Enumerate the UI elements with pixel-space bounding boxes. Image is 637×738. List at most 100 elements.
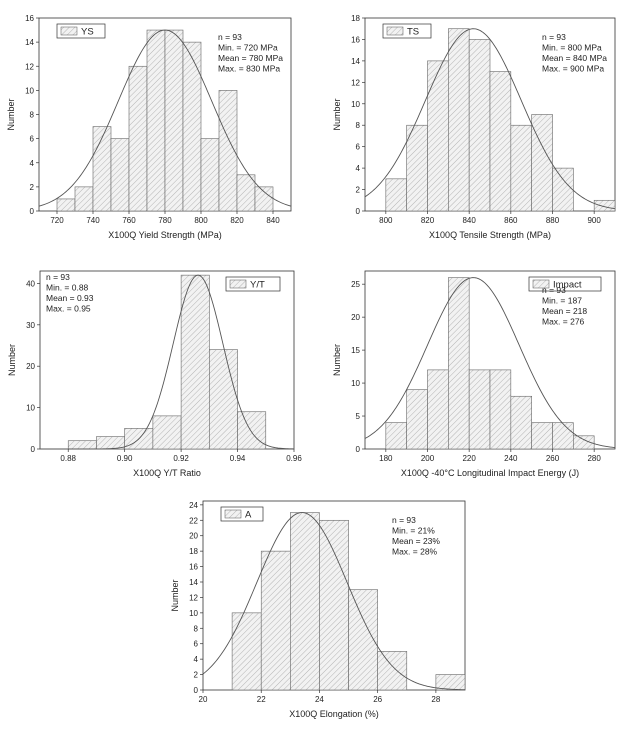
y-tick-label: 14	[25, 38, 34, 47]
legend: TS	[382, 23, 432, 39]
stats-line: Max. = 0.95	[46, 304, 91, 314]
histogram-bar	[531, 422, 553, 450]
y-tick-label: 16	[351, 35, 360, 44]
y-tick-label: 4	[194, 655, 199, 664]
histogram-bar	[164, 29, 184, 212]
x-tick-label: 720	[50, 216, 64, 225]
normal-fit-curve	[40, 274, 295, 450]
y-tick-label: 10	[25, 86, 34, 95]
histogram-bar	[231, 612, 262, 691]
x-tick-label: 0.96	[286, 454, 302, 463]
histogram-bar	[218, 90, 238, 212]
histogram-bar	[552, 422, 574, 450]
y-tick-label: 14	[351, 57, 360, 66]
stats-line: Max. = 900 MPa	[542, 64, 604, 74]
y-tick-label: 40	[26, 279, 35, 288]
y-tick-label: 10	[189, 609, 198, 618]
histogram-bar	[435, 674, 466, 691]
y-tick-label: 14	[189, 578, 198, 587]
y-tick-label: 2	[30, 183, 35, 192]
x-tick-label: 220	[462, 454, 476, 463]
y-tick-label: 6	[30, 135, 35, 144]
normal-fit-curve	[202, 512, 466, 691]
y-tick-label: 10	[26, 404, 35, 413]
histogram-bar	[96, 436, 125, 450]
x-tick-label: 800	[379, 216, 393, 225]
histogram-bar	[468, 369, 491, 450]
legend: Impact	[528, 276, 602, 292]
x-tick-label: 840	[266, 216, 280, 225]
y-tick-label: 5	[356, 412, 361, 421]
y-tick-label: 16	[189, 563, 198, 572]
legend-swatch	[386, 26, 404, 36]
normal-fit-curve	[364, 28, 616, 210]
y-tick-label: 20	[189, 532, 198, 541]
x-tick-label: 0.90	[117, 454, 133, 463]
y-tick-label: 0	[356, 207, 361, 216]
y-tick-label: 12	[25, 62, 34, 71]
histogram-bar	[200, 138, 220, 212]
y-axis-label: Number	[7, 344, 17, 376]
y-tick-label: 16	[25, 14, 34, 23]
y-tick-label: 8	[356, 121, 361, 130]
stats-line: n = 93	[542, 285, 566, 295]
histogram-bar	[448, 277, 470, 450]
x-tick-label: 180	[379, 454, 393, 463]
histogram-bar	[593, 199, 616, 212]
histogram-bar	[552, 167, 574, 212]
histogram-bar	[510, 395, 532, 450]
x-tick-label: 28	[431, 695, 440, 704]
stats-line: Max. = 28%	[392, 547, 438, 557]
x-axis-label: X100Q Y/T Ratio	[133, 468, 201, 478]
histogram-bar	[110, 138, 130, 212]
histogram-bar	[237, 411, 267, 450]
histogram-bar	[427, 369, 449, 450]
legend-label: Y/T	[250, 280, 265, 291]
y-axis-label: Number	[332, 98, 342, 130]
histogram-bar	[489, 369, 512, 450]
histogram-bar	[385, 422, 407, 450]
histogram-bar	[406, 389, 428, 450]
histogram-bar	[180, 274, 210, 450]
legend: A	[220, 506, 264, 522]
histogram-chart-4: 180 200 220 240 260 280 0 5 10 15 20 25 X100Q -40°C …	[332, 270, 616, 478]
y-tick-label: 6	[356, 143, 361, 152]
x-tick-label: 260	[546, 454, 560, 463]
x-axis-label: X100Q Yield Strength (MPa)	[108, 230, 222, 240]
histogram-bar	[209, 349, 238, 450]
y-tick-label: 30	[26, 321, 35, 330]
x-tick-label: 760	[122, 216, 136, 225]
histogram-bar	[67, 440, 97, 450]
histogram-bar	[510, 124, 532, 212]
stats-line: Min. = 720 MPa	[218, 43, 278, 53]
x-tick-label: 860	[504, 216, 518, 225]
stats-line: Mean = 840 MPa	[542, 53, 607, 63]
x-tick-label: 26	[373, 695, 382, 704]
x-tick-label: 200	[421, 454, 435, 463]
x-tick-label: 800	[194, 216, 208, 225]
stats-line: Mean = 0.93	[46, 293, 94, 303]
histogram-bar	[260, 550, 291, 691]
legend: YS	[56, 23, 106, 39]
y-tick-label: 4	[356, 164, 361, 173]
y-tick-label: 6	[194, 640, 199, 649]
y-tick-label: 25	[351, 280, 360, 289]
stats-line: n = 93	[392, 515, 416, 525]
y-tick-label: 15	[351, 346, 360, 355]
legend-label: A	[245, 510, 252, 521]
legend-label: Impact	[553, 280, 582, 291]
histogram-bar	[531, 114, 553, 212]
y-tick-label: 0	[31, 445, 36, 454]
y-tick-label: 22	[189, 516, 198, 525]
x-tick-label: 820	[421, 216, 435, 225]
y-tick-label: 2	[356, 186, 361, 195]
y-tick-label: 4	[30, 159, 35, 168]
histogram-bar	[406, 124, 428, 212]
histogram-bar	[56, 198, 76, 212]
histogram-bar	[92, 126, 112, 212]
x-tick-label: 0.88	[60, 454, 76, 463]
y-tick-label: 12	[351, 78, 360, 87]
x-tick-label: 24	[315, 695, 324, 704]
